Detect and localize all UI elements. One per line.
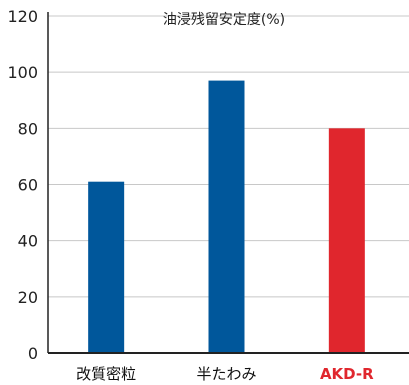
bar-2 xyxy=(328,128,365,353)
y-tick-label-120: 120 xyxy=(7,7,38,26)
y-tick-label-20: 20 xyxy=(18,288,38,307)
x-tick-label-0: 改質密粒 xyxy=(76,365,136,383)
y-tick-label-40: 40 xyxy=(18,232,38,251)
bar-1 xyxy=(208,80,245,353)
y-tick-label-80: 80 xyxy=(18,119,38,138)
axes xyxy=(47,12,409,354)
y-tick-label-0: 0 xyxy=(28,344,38,363)
x-tick-label-1: 半たわみ xyxy=(196,365,256,383)
chart-title: 油浸残留安定度(%) xyxy=(163,12,285,28)
labels: 0 20 40 60 80 100 120 改質密粒 半たわみ AKD-R xyxy=(7,7,374,383)
y-tick-label-60: 60 xyxy=(18,176,38,195)
bars xyxy=(88,80,365,353)
x-tick-label-2: AKD-R xyxy=(320,365,374,383)
y-tick-label-100: 100 xyxy=(7,63,38,82)
bar-0 xyxy=(88,181,125,353)
